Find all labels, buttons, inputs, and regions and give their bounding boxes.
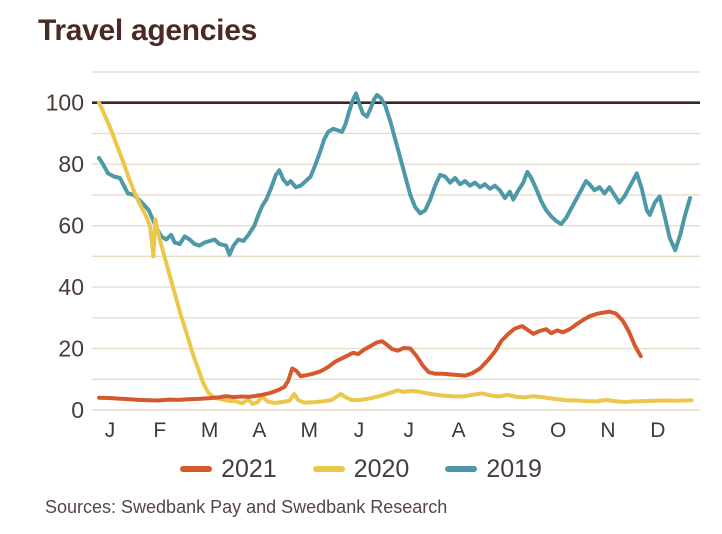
x-tick-label: J [404, 419, 415, 442]
x-tick-label: A [452, 419, 466, 442]
x-tick-label: O [550, 419, 566, 442]
x-tick-label: M [300, 419, 318, 442]
legend-swatch-2019 [445, 466, 478, 472]
x-tick-label: N [600, 419, 615, 442]
legend-label-2020: 2020 [353, 454, 410, 483]
x-tick-label: J [105, 419, 116, 442]
x-tick-label: M [201, 419, 219, 442]
y-tick-label: 80 [58, 151, 84, 177]
legend-item-2021: 2021 [180, 455, 277, 484]
legend-label-2019: 2019 [486, 454, 542, 483]
x-tick-label: D [650, 419, 665, 442]
y-tick-label: 60 [58, 213, 84, 239]
legend-label-2021: 2021 [221, 454, 277, 483]
x-tick-label: S [501, 419, 515, 442]
y-tick-label: 40 [58, 274, 84, 300]
chart-legend: 2021 2020 2019 [0, 451, 722, 487]
series-line-2019 [97, 91, 693, 257]
series-line-2020 [97, 100, 694, 406]
x-tick-label: F [153, 419, 166, 442]
line-chart: 0 20 40 60 80 100 J F M A M J J A S O N D [46, 71, 700, 442]
chart-title: Travel agencies [38, 14, 257, 47]
x-tick-label: J [354, 419, 365, 442]
legend-item-2020: 2020 [312, 454, 410, 484]
x-tick-label: A [252, 419, 266, 442]
source-note: Sources: Swedbank Pay and Swedbank Resea… [45, 497, 448, 517]
legend-swatch-2021 [180, 466, 213, 472]
legend-swatch-2020 [312, 466, 345, 472]
y-tick-label: 20 [58, 336, 84, 362]
y-tick-label: 100 [46, 90, 84, 116]
series-line-2021 [97, 309, 643, 403]
legend-item-2019: 2019 [445, 455, 542, 484]
y-tick-label: 0 [71, 397, 84, 423]
